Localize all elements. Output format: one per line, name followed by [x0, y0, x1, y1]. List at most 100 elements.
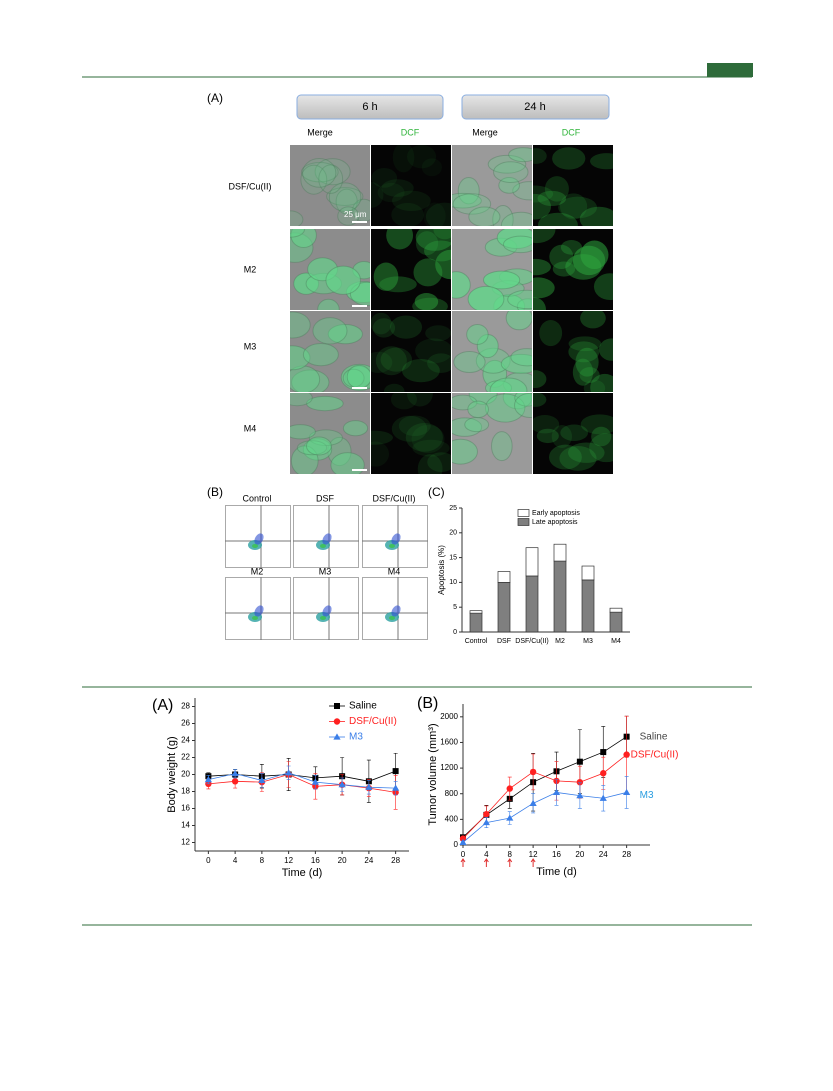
x-tick-label: 16 [552, 850, 561, 859]
marker [338, 781, 346, 788]
cell-cloud [320, 544, 326, 548]
cell [373, 262, 399, 291]
marker [334, 703, 340, 709]
cell [377, 182, 405, 203]
cell [579, 206, 613, 226]
x-tick-label: M4 [611, 638, 621, 645]
cell [496, 229, 532, 249]
bar-segment [581, 579, 595, 633]
y-tick-label: 15 [449, 554, 457, 561]
cell [371, 167, 398, 188]
column-label: Merge [472, 127, 498, 137]
flow-title: M3 [319, 566, 332, 576]
micrograph [290, 145, 370, 226]
cell [342, 368, 365, 388]
cell [371, 312, 392, 335]
micrograph-bg [371, 311, 451, 392]
legend-label: DSF/Cu(II) [349, 716, 397, 727]
cell [290, 311, 311, 339]
cell [560, 424, 589, 441]
x-tick-label: 4 [233, 856, 238, 865]
cell [306, 395, 344, 412]
cell [489, 377, 528, 392]
y-axis-label: Apoptosis (%) [437, 545, 446, 595]
cell [391, 202, 424, 226]
cell [375, 346, 407, 376]
y-tick-label: 5 [453, 604, 457, 611]
cell [414, 293, 439, 310]
cell [340, 363, 370, 391]
cell [290, 424, 316, 440]
marker [576, 778, 584, 786]
flow-title: DSF [316, 493, 335, 503]
flow-plot [362, 505, 428, 568]
x-tick-label: Control [465, 638, 488, 645]
microscopy-grid [290, 145, 613, 474]
micrograph [371, 393, 451, 474]
cell [590, 153, 613, 170]
cell [427, 452, 451, 472]
cell [452, 417, 483, 437]
cell [533, 148, 547, 164]
micrograph [452, 229, 532, 310]
cell [464, 417, 490, 433]
micrograph-bg [290, 145, 370, 226]
cell [533, 229, 556, 244]
panel-label: (B) [207, 485, 223, 499]
flow-plot [225, 577, 291, 640]
x-tick-label: 24 [364, 856, 373, 865]
marker [576, 792, 584, 799]
x-tick-label: DSF [497, 638, 511, 645]
marker [529, 768, 537, 776]
cell [514, 393, 532, 418]
cell [538, 212, 578, 226]
header-tab [707, 63, 753, 77]
cell [533, 297, 546, 310]
cell [559, 446, 597, 471]
cell [491, 431, 513, 462]
cell [537, 190, 567, 207]
cell [424, 240, 451, 262]
y-tick-label: 18 [181, 787, 190, 796]
legend-swatch [517, 509, 530, 517]
cell [415, 231, 439, 256]
y-tick-label: 800 [445, 789, 459, 798]
cell [559, 193, 588, 220]
y-axis-label: Tumor volume (mm³) [427, 723, 439, 825]
micrograph [290, 311, 370, 392]
cell [507, 289, 532, 310]
x-tick-label: 12 [529, 850, 538, 859]
series-line [208, 774, 396, 793]
cell [484, 393, 526, 423]
x-tick-label: 4 [484, 850, 489, 859]
cell [544, 176, 569, 202]
cell [508, 147, 532, 163]
marker [600, 770, 607, 777]
y-tick-label: 1600 [440, 738, 458, 747]
cell [452, 192, 482, 209]
micrograph [452, 393, 532, 474]
cell [391, 415, 428, 442]
cell [467, 400, 489, 419]
bar-segment [609, 611, 623, 633]
marker [599, 794, 607, 801]
y-tick-label: 28 [181, 702, 190, 711]
x-axis-label: Time (d) [536, 866, 577, 878]
marker [258, 776, 266, 784]
cell [328, 182, 362, 212]
cell [342, 420, 369, 437]
cell [386, 229, 414, 250]
micrograph [452, 311, 532, 392]
cell [411, 424, 445, 454]
column-label: DCF [562, 127, 581, 137]
cell [572, 358, 594, 386]
micrograph [290, 229, 370, 310]
y-tick-label: 0 [453, 629, 457, 636]
cell [425, 325, 451, 342]
bar-segment [469, 610, 483, 614]
y-tick-label: 25 [449, 505, 457, 512]
cell [466, 324, 489, 345]
cell [533, 258, 551, 276]
marker [552, 788, 561, 796]
